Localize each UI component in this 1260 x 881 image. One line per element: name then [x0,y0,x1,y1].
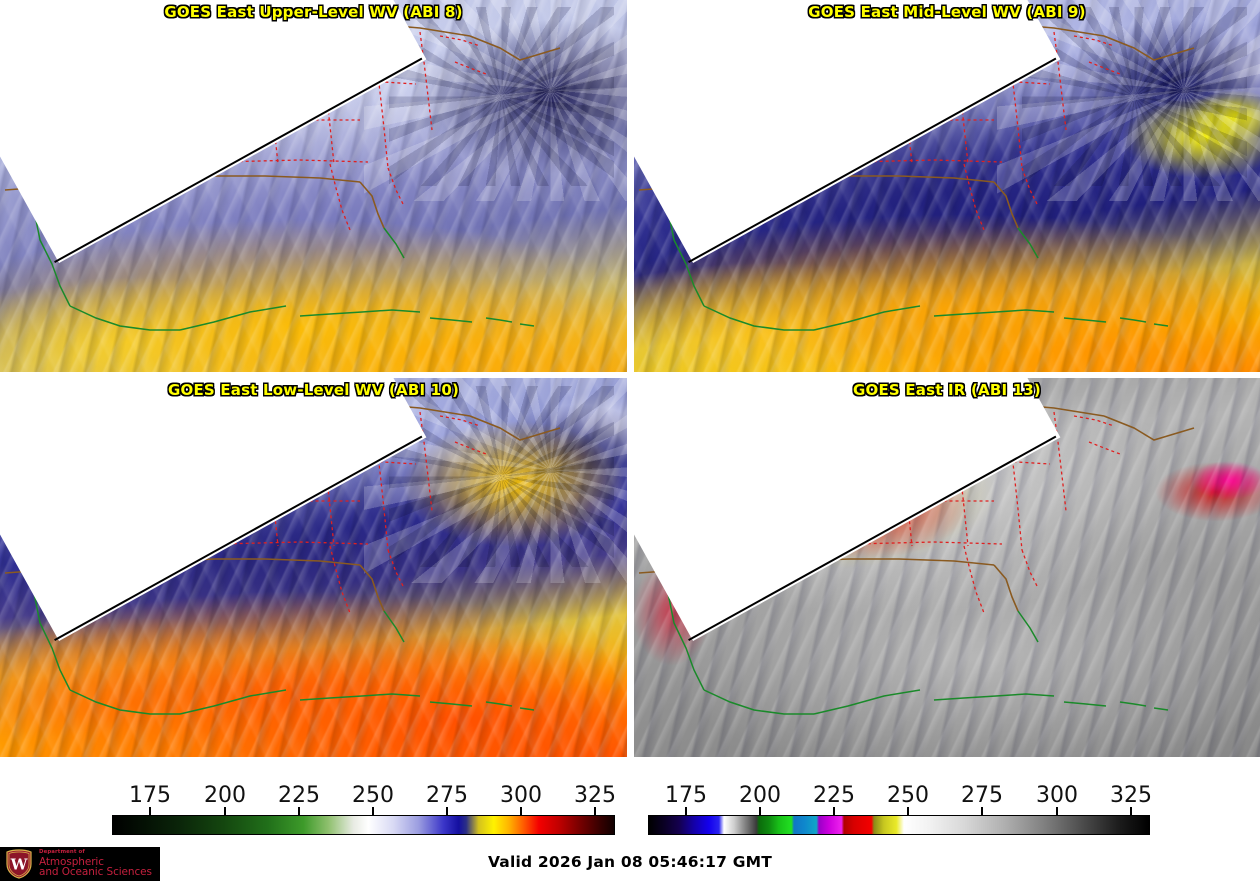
colorbar-ir-gradient [648,815,1150,835]
colorbar-ir-labels: 175 200 225 250 275 300 325 [630,783,1260,809]
panel-upper-level-wv[interactable]: GOES East Upper-Level WV (ABI 8) [0,0,627,372]
colorbar-tick [149,807,151,815]
colorbar-wv-label: 225 [278,783,320,808]
colorbar-tick [1056,807,1058,815]
cyclone-swirl-dark-layer [388,385,615,568]
colorbar-tick [759,807,761,815]
footer: W Department of Atmospheric and Oceanic … [0,847,1260,881]
colorbar-tick [224,807,226,815]
colorbar-wv-gradient [112,815,615,835]
colorbar-tick [685,807,687,815]
logo-line-2: and Oceanic Sciences [39,866,152,879]
svg-text:W: W [10,856,29,874]
colorbar-wv-label: 250 [352,783,394,808]
colorbar-ir-label: 200 [739,783,781,808]
colorbar-wv-label: 275 [426,783,468,808]
colorbar-wv-ticks [0,807,630,815]
colorbar-wv-label: 300 [500,783,542,808]
panel-infrared[interactable]: GOES East IR (ABI 13) [634,378,1260,757]
colorbar-tick [1130,807,1132,815]
satellite-raster-abi9 [634,0,1260,372]
colorbar-ir-label: 250 [887,783,929,808]
colorbar-wv: 175 200 225 250 275 300 325 [0,757,630,847]
colorbar-tick [981,807,983,815]
logo-line-1: Atmospheric [39,855,104,868]
panel-image-mid-level-wv: GOES East Mid-Level WV (ABI 9) [634,0,1260,372]
satellite-raster-abi10 [0,378,627,757]
logo-text-block: Department of Atmospheric and Oceanic Sc… [39,849,152,879]
colorbar-wv-labels: 175 200 225 250 275 300 325 [0,783,630,809]
colorbar-tick [372,807,374,815]
colorbar-tick [520,807,522,815]
panel-grid: GOES East Upper-Level WV (ABI 8) [0,0,1260,757]
panel-image-upper-level-wv: GOES East Upper-Level WV (ABI 8) [0,0,627,372]
satellite-raster-abi13 [634,378,1260,757]
colorbar-ir: 175 200 225 250 275 300 325 [630,757,1260,847]
colorbar-tick [446,807,448,815]
satellite-raster-abi8 [0,0,627,372]
cyclone-swirl-dark-layer [1022,7,1248,186]
colorbar-ir-label: 300 [1036,783,1078,808]
colorbar-tick [833,807,835,815]
panel-mid-level-wv[interactable]: GOES East Mid-Level WV (ABI 9) [634,0,1260,372]
colorbar-tick [594,807,596,815]
uw-crest-icon: W [4,849,34,879]
colorbar-ir-label: 325 [1110,783,1152,808]
cyclone-swirl-dark-layer [388,7,615,186]
uw-aos-logo: W Department of Atmospheric and Oceanic … [0,847,160,881]
colorbar-ir-label: 275 [961,783,1003,808]
panel-image-low-level-wv: GOES East Low-Level WV (ABI 10) [0,378,627,757]
colorbar-wv-label: 200 [204,783,246,808]
colorbar-wv-label: 175 [129,783,171,808]
valid-time-text: Valid 2026 Jan 08 05:46:17 GMT [487,853,773,871]
colorbar-ir-label: 175 [665,783,707,808]
colorbar-tick [298,807,300,815]
colorbar-ir-ticks [630,807,1260,815]
colorbar-zone: 175 200 225 250 275 300 325 175 [0,757,1260,847]
colorbar-ir-label: 225 [813,783,855,808]
panel-image-infrared: GOES East IR (ABI 13) [634,378,1260,757]
panel-low-level-wv[interactable]: GOES East Low-Level WV (ABI 10) [0,378,627,757]
logo-department-line: Department of [39,849,85,856]
colorbar-wv-label: 325 [574,783,616,808]
colorbar-tick [907,807,909,815]
